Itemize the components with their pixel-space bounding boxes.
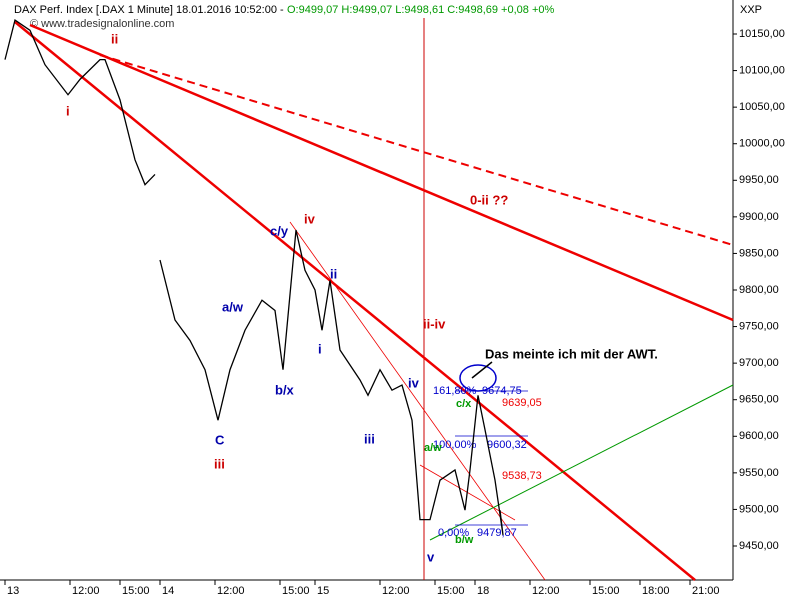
fib-price: 9600,32	[487, 439, 527, 451]
x-tick-label: 15:00	[122, 585, 150, 597]
trend-line	[29, 23, 734, 322]
trend-line-dashed	[99, 54, 734, 246]
y-tick-label: 10100,00	[739, 64, 785, 76]
wave-label: b/x	[275, 382, 295, 397]
wave-label: iii	[364, 431, 375, 446]
wave-label: b/w	[455, 534, 474, 546]
wave-label: i	[318, 341, 322, 356]
wave-label: iv	[304, 211, 316, 226]
comment: Das meinte ich mit der AWT.	[485, 346, 658, 361]
axis-code: XXP	[740, 4, 762, 16]
watermark: © www.tradesignalonline.com	[30, 18, 174, 30]
y-tick-label: 9450,00	[739, 540, 779, 552]
x-tick-label: 21:00	[692, 585, 720, 597]
x-tick-label: 13	[7, 585, 19, 597]
fib-price: 9674,75	[482, 385, 522, 397]
wave-label: iii	[214, 456, 225, 471]
y-tick-label: 9750,00	[739, 320, 779, 332]
y-tick-label: 10000,00	[739, 138, 785, 150]
wave-label: ii	[330, 266, 337, 281]
wave-label: c/y	[270, 223, 289, 238]
y-tick-label: 10050,00	[739, 101, 785, 113]
price-line	[159, 229, 504, 536]
wave-label: a/w	[222, 299, 244, 314]
price-label: 9639,05	[502, 397, 542, 409]
y-tick-label: 9850,00	[739, 247, 779, 259]
y-tick-label: 9500,00	[739, 503, 779, 515]
x-tick-label: 15:00	[437, 585, 465, 597]
y-tick-label: 10150,00	[739, 28, 785, 40]
y-tick-label: 9550,00	[739, 467, 779, 479]
trend-line-green	[429, 384, 734, 541]
x-tick-label: 15	[317, 585, 329, 597]
trend-line-thin	[289, 221, 546, 581]
chart-title: DAX Perf. Index [.DAX 1 Minute] 18.01.20…	[14, 4, 284, 16]
y-tick-label: 9900,00	[739, 211, 779, 223]
fib-label: 0,00%	[438, 527, 469, 539]
price-label: 9538,73	[502, 470, 542, 482]
x-tick-label: 18	[477, 585, 489, 597]
wave-label: v	[427, 549, 435, 564]
wave-label: ii-iv	[423, 316, 446, 331]
wave-label: 0-ii ??	[470, 192, 508, 207]
wave-label: ii	[111, 31, 118, 46]
y-tick-label: 9800,00	[739, 284, 779, 296]
x-tick-label: 15:00	[592, 585, 620, 597]
x-tick-label: 14	[162, 585, 174, 597]
fib-label: 161,80%	[433, 385, 477, 397]
price-line	[4, 19, 156, 186]
y-tick-label: 9700,00	[739, 357, 779, 369]
x-tick-label: 12:00	[382, 585, 410, 597]
wave-label: c/x	[456, 398, 472, 410]
y-tick-label: 9600,00	[739, 430, 779, 442]
x-tick-label: 12:00	[532, 585, 560, 597]
y-tick-label: 9650,00	[739, 394, 779, 406]
fib-price: 9479,87	[477, 527, 517, 539]
y-tick-label: 9950,00	[739, 174, 779, 186]
fib-label: 100,00%	[433, 439, 477, 451]
x-tick-label: 12:00	[217, 585, 245, 597]
highlight-ellipse	[459, 364, 497, 392]
wave-label: C	[215, 432, 225, 447]
wave-label: a/w	[424, 442, 442, 454]
x-tick-label: 12:00	[72, 585, 100, 597]
trend-line	[14, 21, 696, 581]
wave-label: iv	[408, 375, 420, 390]
x-tick-label: 15:00	[282, 585, 310, 597]
arrow	[471, 361, 493, 379]
wave-label: i	[66, 103, 70, 118]
chart-subtitle: O:9499,07 H:9499,07 L:9498,61 C:9498,69 …	[287, 4, 554, 16]
x-tick-label: 18:00	[642, 585, 670, 597]
